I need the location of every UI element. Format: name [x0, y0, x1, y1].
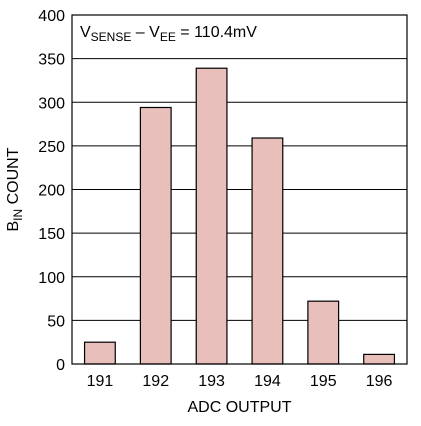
y-tick-labels: 0 50 100 150 200 250 300 350 400: [38, 8, 65, 374]
plot-frame: [71, 14, 408, 365]
y-tick-label: 200: [38, 183, 65, 200]
text-run: – V: [131, 24, 160, 41]
bar-191: [83, 341, 116, 365]
subscript-text: IN: [11, 209, 25, 221]
bar-194: [251, 137, 284, 365]
bar-196: [363, 353, 396, 365]
x-axis-title: ADC OUTPUT: [188, 399, 292, 416]
y-tick-label: 100: [38, 270, 65, 287]
x-tick-label: 196: [366, 373, 393, 390]
subscript-text: SENSE: [91, 30, 132, 44]
y-tick-label: 300: [38, 95, 65, 112]
bar-layer: [83, 67, 396, 365]
x-tick-label: 192: [142, 373, 169, 390]
x-tick-labels: 191 192 193 194 195 196: [87, 373, 393, 390]
text-run: B: [5, 221, 22, 232]
y-tick-label: 150: [38, 226, 65, 243]
x-tick-label: 195: [310, 373, 337, 390]
bar-192: [139, 106, 172, 365]
chart-annotation: VSENSE – VEE = 110.4mV: [80, 24, 257, 44]
text-run: = 110.4mV: [176, 24, 257, 41]
subscript-text: EE: [160, 30, 176, 44]
x-tick-label: 191: [87, 373, 114, 390]
y-tick-label: 250: [38, 139, 65, 156]
bar-195: [307, 300, 340, 365]
y-tick-label: 50: [47, 313, 65, 330]
x-tick-label: 193: [198, 373, 225, 390]
grid-layer: [72, 58, 407, 321]
annotation-background: [73, 16, 267, 46]
x-tick-label: 194: [254, 373, 281, 390]
bar-193: [195, 67, 228, 365]
y-tick-label: 350: [38, 52, 65, 69]
text-run: COUNT: [5, 147, 22, 209]
y-tick-label: 0: [56, 357, 65, 374]
y-tick-label: 400: [38, 8, 65, 25]
y-axis-title: BIN COUNT: [5, 147, 25, 231]
text-run: V: [80, 24, 91, 41]
